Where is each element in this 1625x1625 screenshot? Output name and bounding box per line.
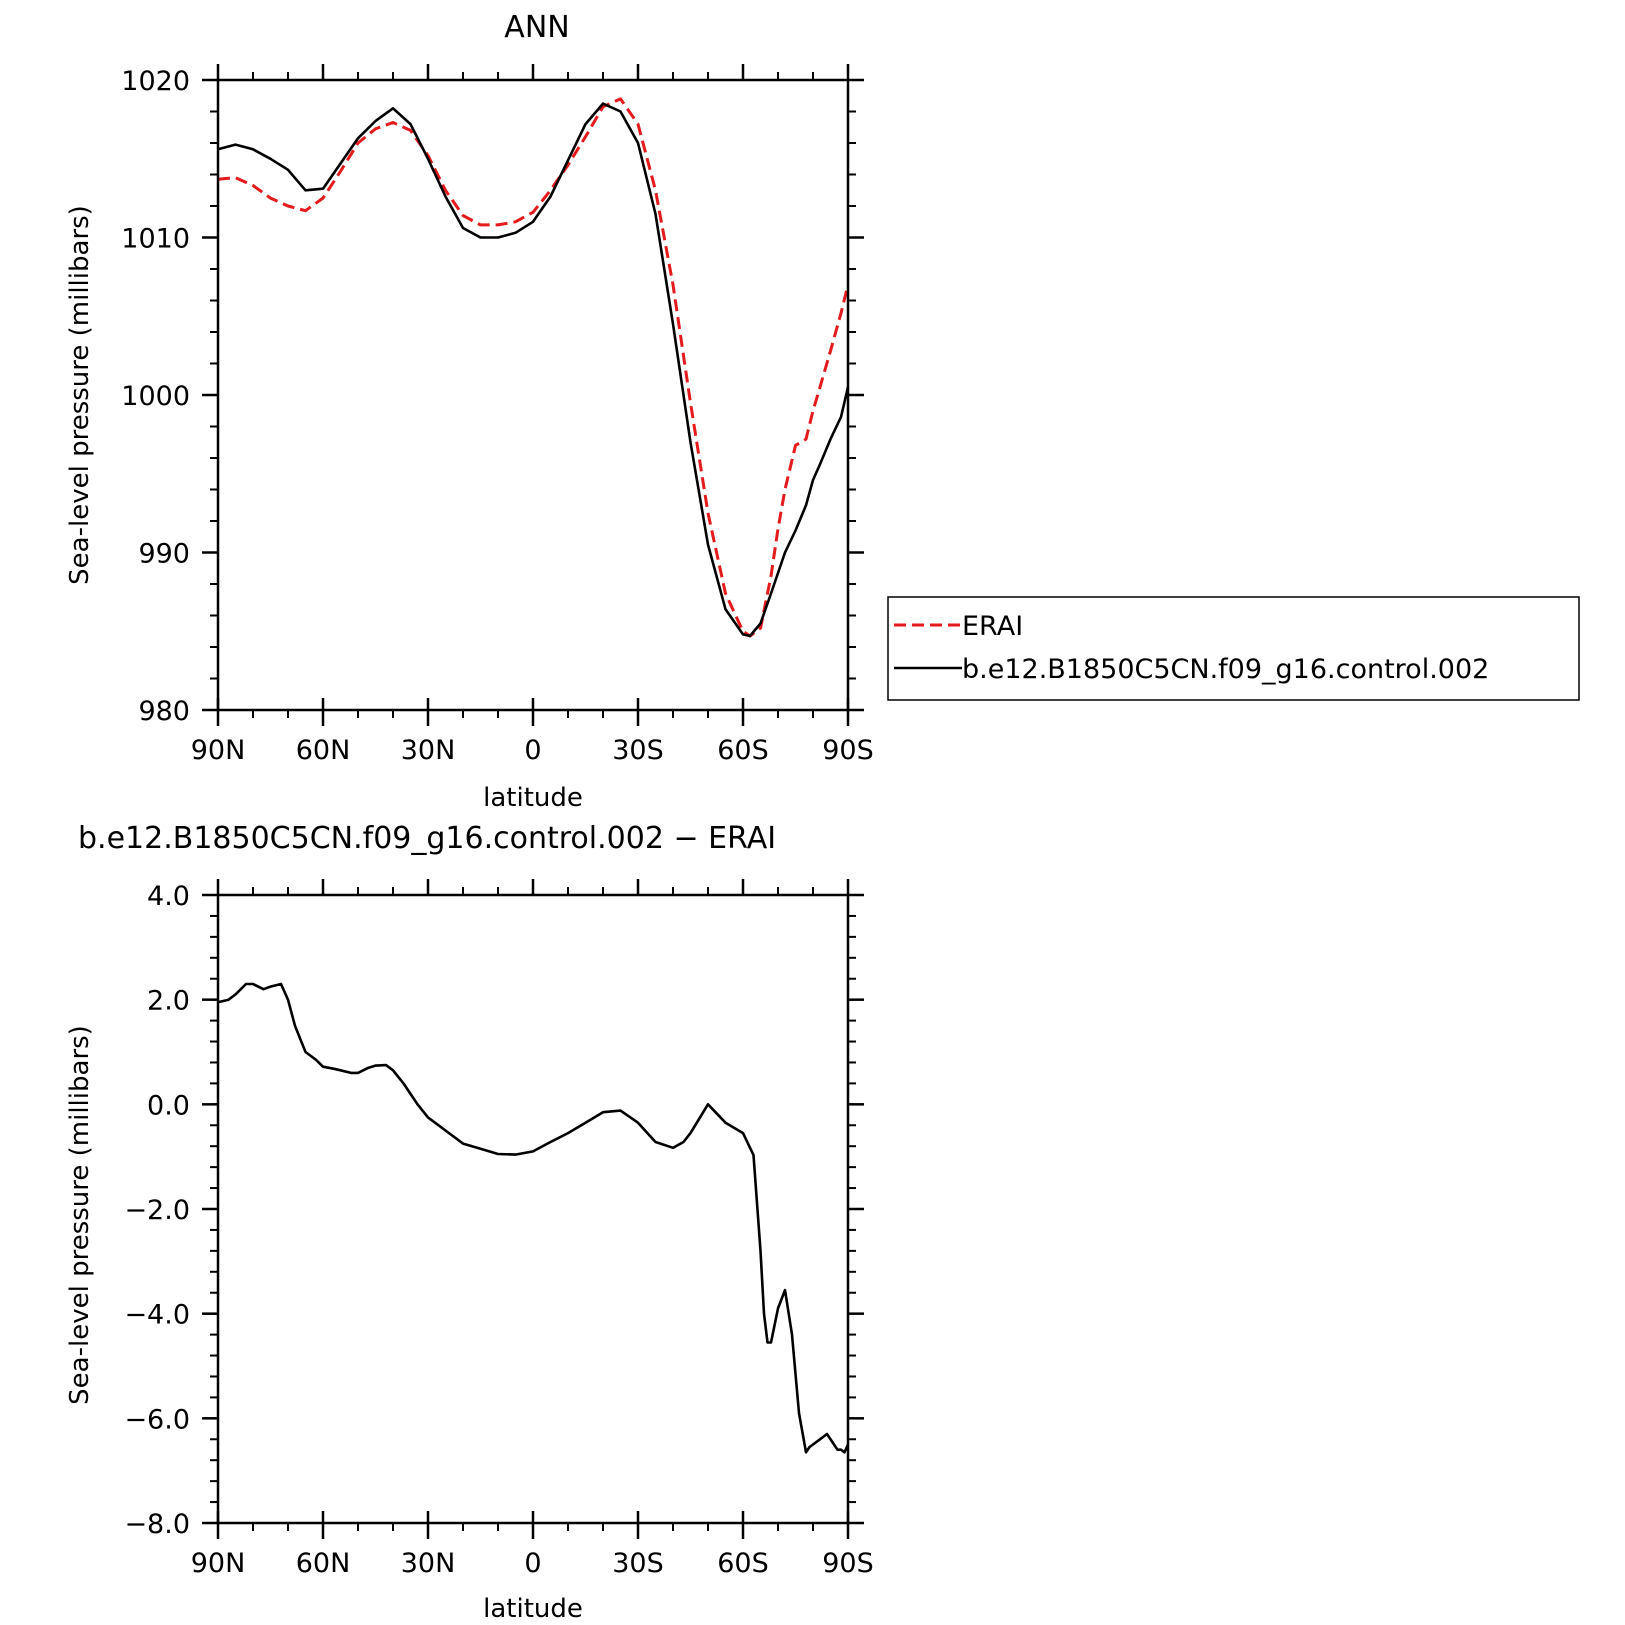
y-tick-label: 4.0 [147, 881, 190, 912]
y-tick-label: −4.0 [124, 1300, 190, 1331]
legend-label-model: b.e12.B1850C5CN.f09_g16.control.002 [962, 654, 1489, 685]
x-tick-label: 90N [191, 1548, 246, 1579]
top-y-axis-label: Sea-level pressure (millibars) [65, 205, 95, 585]
x-tick-label: 60S [717, 1548, 769, 1579]
legend-label-erai: ERAI [962, 611, 1023, 642]
x-tick-label: 30N [401, 1548, 456, 1579]
bottom-plot: b.e12.B1850C5CN.f09_g16.control.002 − ER… [65, 821, 874, 1624]
top-axis-ticks [202, 64, 864, 726]
top-x-axis-label: latitude [483, 783, 583, 813]
bottom-y-tick-labels: 4.0 2.0 0.0 −2.0 −4.0 −6.0 −8.0 [124, 881, 190, 1540]
y-tick-label: −8.0 [124, 1509, 190, 1540]
x-tick-label: 30S [612, 735, 664, 766]
x-tick-label: 30N [401, 735, 456, 766]
legend-box [887, 596, 1580, 701]
legend: ERAI b.e12.B1850C5CN.f09_g16.control.002 [887, 596, 1580, 701]
series-line-model [217, 102, 850, 638]
y-tick-label: −2.0 [124, 1195, 190, 1226]
x-tick-label: 0 [524, 1548, 541, 1579]
y-tick-label: 990 [138, 539, 190, 570]
x-tick-label: 60N [296, 1548, 351, 1579]
x-tick-label: 30S [612, 1548, 664, 1579]
x-tick-label: 0 [524, 735, 541, 766]
series-line-model [217, 982, 850, 1454]
bottom-x-tick-labels: 90N 60N 30N 0 30S 60S 90S [191, 1548, 874, 1579]
top-plot-series [217, 97, 850, 638]
x-tick-label: 60N [296, 735, 351, 766]
x-tick-label: 90S [822, 735, 874, 766]
y-tick-label: 1010 [121, 224, 190, 255]
bottom-plot-series [217, 982, 850, 1454]
x-tick-label: 90S [822, 1548, 874, 1579]
series-line-erai [217, 97, 850, 638]
top-plot-frame [216, 78, 850, 712]
x-tick-label: 60S [717, 735, 769, 766]
top-y-tick-labels: 980 990 1000 1010 1020 [121, 66, 190, 727]
x-tick-label: 90N [191, 735, 246, 766]
bottom-y-axis-label: Sea-level pressure (millibars) [65, 1025, 95, 1405]
y-tick-label: 0.0 [147, 1090, 190, 1121]
y-tick-label: −6.0 [124, 1404, 190, 1435]
y-tick-label: 1020 [121, 66, 190, 97]
top-plot-title: ANN [504, 10, 569, 45]
top-x-tick-labels: 90N 60N 30N 0 30S 60S 90S [191, 735, 874, 766]
y-tick-label: 1000 [121, 381, 190, 412]
bottom-plot-title: b.e12.B1850C5CN.f09_g16.control.002 − ER… [78, 821, 776, 856]
bottom-plot-frame [216, 893, 850, 1525]
y-tick-label: 2.0 [147, 986, 190, 1017]
bottom-x-axis-label: latitude [483, 1594, 583, 1624]
y-tick-label: 980 [138, 696, 190, 727]
bottom-axis-ticks [202, 879, 864, 1539]
